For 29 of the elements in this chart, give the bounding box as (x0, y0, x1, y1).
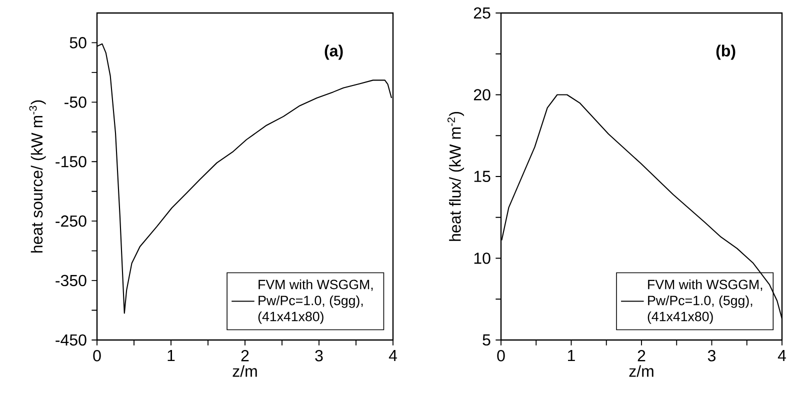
y-tick-label: 25 (474, 7, 490, 19)
y-axis-title: heat flux/ (kW m$^{-2}$) (447, 112, 464, 241)
y-tick-label: -50 (64, 96, 86, 108)
x-tick-label: 1 (568, 350, 575, 362)
y-tick-label: -150 (56, 156, 86, 168)
y-tick-label: -350 (56, 274, 86, 286)
y-axis-title: heat source/ (kW m$^{-3}$) (29, 100, 46, 252)
x-tick-label: 0 (93, 350, 101, 362)
y-tick-label: 50 (70, 37, 86, 48)
y-tick-label: 15 (474, 170, 490, 182)
x-axis-title: z/m (232, 365, 257, 377)
legend-label: FVM with WSGGM, Pw/Pc=1.0, (5gg), (41x41x80) (258, 279, 373, 324)
x-axis-title: z/m (629, 365, 654, 377)
x-tick-label: 4 (778, 350, 786, 362)
y-tick-label: 5 (482, 334, 490, 346)
annotation: (a) (324, 44, 343, 60)
annotation: (b) (716, 44, 736, 60)
x-tick-label: 3 (315, 350, 323, 362)
y-tick-label: 10 (474, 252, 490, 264)
x-tick-label: 2 (638, 350, 646, 362)
x-tick-label: 4 (388, 350, 397, 362)
x-tick-label: 2 (241, 350, 249, 362)
y-tick-label: -250 (56, 215, 86, 227)
y-tick-label: 20 (474, 89, 490, 100)
x-tick-label: 1 (168, 350, 175, 362)
legend-label: FVM with WSGGM, Pw/Pc=1.0, (5gg), (41x41x80) (648, 279, 762, 324)
x-tick-label: 0 (497, 350, 505, 362)
y-tick-label: -450 (56, 334, 86, 346)
x-tick-label: 3 (708, 350, 716, 362)
